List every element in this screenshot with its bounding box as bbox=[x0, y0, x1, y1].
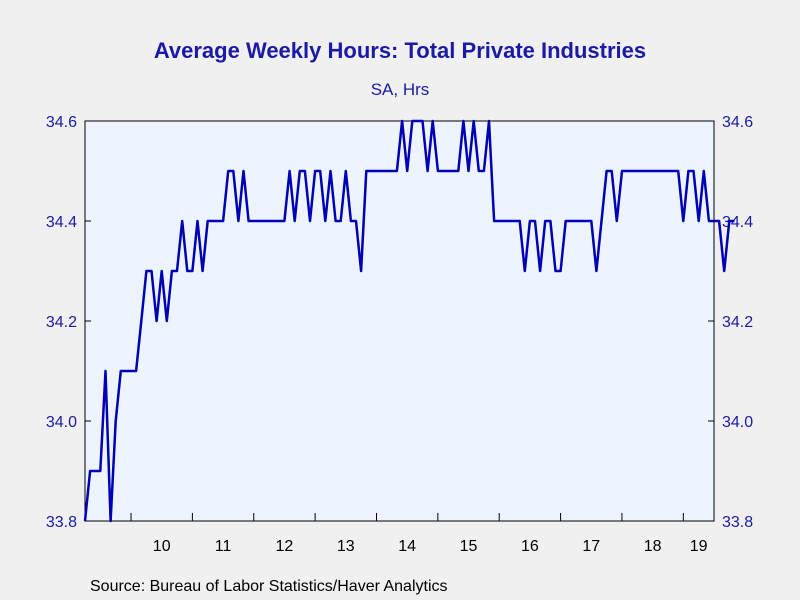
x-tick-label: 10 bbox=[153, 538, 171, 555]
y-tick-label-right: 33.8 bbox=[722, 514, 753, 531]
chart-title: Average Weekly Hours: Total Private Indu… bbox=[153, 38, 647, 63]
x-tick-label: 18 bbox=[644, 538, 662, 555]
x-tick-label: 19 bbox=[690, 538, 708, 555]
y-tick-label-left: 34.4 bbox=[46, 214, 77, 231]
x-tick-label: 11 bbox=[215, 538, 232, 555]
series-line bbox=[83, 119, 735, 523]
y-tick-label-left: 34.6 bbox=[46, 114, 77, 131]
x-tick-label: 15 bbox=[460, 538, 478, 555]
x-tick-label: 14 bbox=[398, 538, 416, 555]
x-tick-label: 17 bbox=[582, 538, 600, 555]
chart-subtitle: SA, Hrs bbox=[370, 80, 430, 99]
y-tick-label-right: 34.2 bbox=[722, 314, 753, 331]
y-tick-label-left: 33.8 bbox=[46, 514, 77, 531]
plot-area bbox=[84, 120, 715, 522]
y-tick-label-left: 34.0 bbox=[46, 414, 77, 431]
x-tick-label: 13 bbox=[337, 538, 355, 555]
y-tick-label-right: 34.6 bbox=[722, 114, 753, 131]
x-tick-label: 12 bbox=[276, 538, 294, 555]
y-tick-label-right: 34.0 bbox=[722, 414, 753, 431]
x-tick-label: 16 bbox=[521, 538, 539, 555]
source-note: Source: Bureau of Labor Statistics/Haver… bbox=[90, 578, 448, 595]
y-tick-label-right: 34.4 bbox=[722, 214, 753, 231]
y-tick-label-left: 34.2 bbox=[46, 314, 77, 331]
